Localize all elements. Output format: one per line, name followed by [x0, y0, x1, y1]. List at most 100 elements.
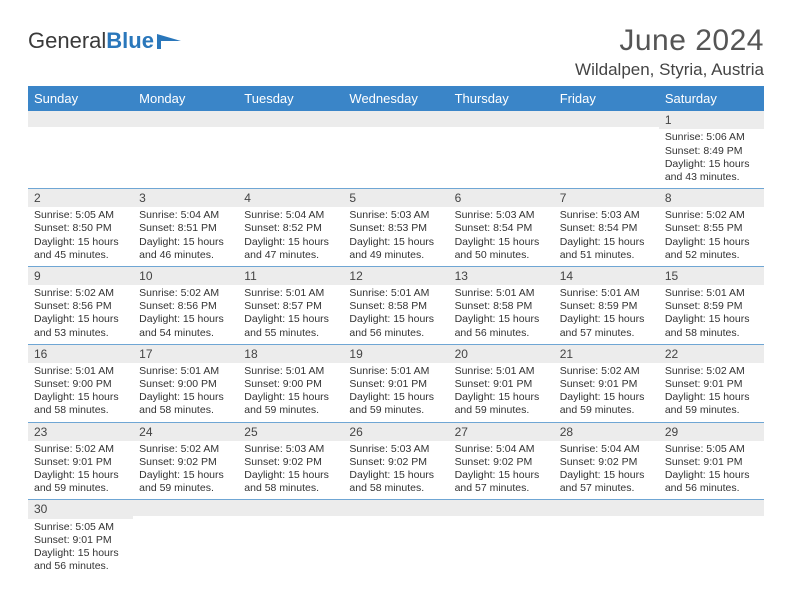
day-body: Sunrise: 5:02 AMSunset: 8:56 PMDaylight:…	[133, 285, 238, 344]
sunrise-text: Sunrise: 5:01 AM	[244, 365, 337, 378]
sunset-text: Sunset: 8:51 PM	[139, 222, 232, 235]
calendar-cell	[133, 111, 238, 188]
sunrise-text: Sunrise: 5:01 AM	[139, 365, 232, 378]
dayname-fri: Friday	[554, 86, 659, 111]
calendar-row: 16Sunrise: 5:01 AMSunset: 9:00 PMDayligh…	[28, 344, 764, 422]
daylight-text: Daylight: 15 hours and 54 minutes.	[139, 313, 232, 339]
day-body: Sunrise: 5:01 AMSunset: 9:00 PMDaylight:…	[133, 363, 238, 422]
daylight-text: Daylight: 15 hours and 57 minutes.	[560, 313, 653, 339]
sunrise-text: Sunrise: 5:01 AM	[455, 287, 548, 300]
calendar-row: 23Sunrise: 5:02 AMSunset: 9:01 PMDayligh…	[28, 422, 764, 500]
sunrise-text: Sunrise: 5:04 AM	[560, 443, 653, 456]
calendar-cell	[28, 111, 133, 188]
sunset-text: Sunset: 8:50 PM	[34, 222, 127, 235]
brand-part1: General	[28, 28, 106, 54]
calendar-cell: 29Sunrise: 5:05 AMSunset: 9:01 PMDayligh…	[659, 422, 764, 500]
day-body: Sunrise: 5:01 AMSunset: 8:59 PMDaylight:…	[659, 285, 764, 344]
sunset-text: Sunset: 9:01 PM	[560, 378, 653, 391]
daylight-text: Daylight: 15 hours and 43 minutes.	[665, 158, 758, 184]
daylight-text: Daylight: 15 hours and 52 minutes.	[665, 236, 758, 262]
sunrise-text: Sunrise: 5:02 AM	[665, 365, 758, 378]
sunset-text: Sunset: 9:00 PM	[244, 378, 337, 391]
sunrise-text: Sunrise: 5:04 AM	[244, 209, 337, 222]
calendar-cell: 5Sunrise: 5:03 AMSunset: 8:53 PMDaylight…	[343, 188, 448, 266]
calendar-cell: 28Sunrise: 5:04 AMSunset: 9:02 PMDayligh…	[554, 422, 659, 500]
sunrise-text: Sunrise: 5:02 AM	[34, 287, 127, 300]
day-number: 3	[133, 189, 238, 207]
day-number: 25	[238, 423, 343, 441]
sunrise-text: Sunrise: 5:02 AM	[34, 443, 127, 456]
sunset-text: Sunset: 9:01 PM	[34, 456, 127, 469]
dayname-wed: Wednesday	[343, 86, 448, 111]
daylight-text: Daylight: 15 hours and 58 minutes.	[349, 469, 442, 495]
sunrise-text: Sunrise: 5:06 AM	[665, 131, 758, 144]
day-body: Sunrise: 5:01 AMSunset: 8:57 PMDaylight:…	[238, 285, 343, 344]
day-body: Sunrise: 5:01 AMSunset: 9:00 PMDaylight:…	[238, 363, 343, 422]
day-body: Sunrise: 5:03 AMSunset: 8:54 PMDaylight:…	[449, 207, 554, 266]
daylight-text: Daylight: 15 hours and 56 minutes.	[455, 313, 548, 339]
day-number	[343, 111, 448, 127]
calendar-table: Sunday Monday Tuesday Wednesday Thursday…	[28, 86, 764, 577]
daylight-text: Daylight: 15 hours and 56 minutes.	[665, 469, 758, 495]
day-number: 20	[449, 345, 554, 363]
calendar-cell: 20Sunrise: 5:01 AMSunset: 9:01 PMDayligh…	[449, 344, 554, 422]
day-number	[133, 111, 238, 127]
calendar-cell: 14Sunrise: 5:01 AMSunset: 8:59 PMDayligh…	[554, 266, 659, 344]
sunrise-text: Sunrise: 5:02 AM	[665, 209, 758, 222]
day-body: Sunrise: 5:02 AMSunset: 9:01 PMDaylight:…	[659, 363, 764, 422]
daylight-text: Daylight: 15 hours and 45 minutes.	[34, 236, 127, 262]
day-number: 9	[28, 267, 133, 285]
sunset-text: Sunset: 9:01 PM	[455, 378, 548, 391]
calendar-cell	[343, 111, 448, 188]
day-body: Sunrise: 5:03 AMSunset: 9:02 PMDaylight:…	[238, 441, 343, 500]
day-number	[554, 111, 659, 127]
daylight-text: Daylight: 15 hours and 58 minutes.	[34, 391, 127, 417]
day-number: 19	[343, 345, 448, 363]
calendar-cell	[238, 111, 343, 188]
sunrise-text: Sunrise: 5:01 AM	[560, 287, 653, 300]
day-body: Sunrise: 5:03 AMSunset: 8:54 PMDaylight:…	[554, 207, 659, 266]
sunset-text: Sunset: 9:00 PM	[34, 378, 127, 391]
daylight-text: Daylight: 15 hours and 58 minutes.	[139, 391, 232, 417]
day-body: Sunrise: 5:04 AMSunset: 8:51 PMDaylight:…	[133, 207, 238, 266]
location-title: Wildalpen, Styria, Austria	[575, 60, 764, 80]
dayname-mon: Monday	[133, 86, 238, 111]
dayname-thu: Thursday	[449, 86, 554, 111]
calendar-cell: 11Sunrise: 5:01 AMSunset: 8:57 PMDayligh…	[238, 266, 343, 344]
sunset-text: Sunset: 8:59 PM	[665, 300, 758, 313]
sunset-text: Sunset: 8:55 PM	[665, 222, 758, 235]
calendar-cell: 15Sunrise: 5:01 AMSunset: 8:59 PMDayligh…	[659, 266, 764, 344]
day-number: 14	[554, 267, 659, 285]
calendar-row: 2Sunrise: 5:05 AMSunset: 8:50 PMDaylight…	[28, 188, 764, 266]
day-number: 11	[238, 267, 343, 285]
sunset-text: Sunset: 8:58 PM	[455, 300, 548, 313]
calendar-cell: 9Sunrise: 5:02 AMSunset: 8:56 PMDaylight…	[28, 266, 133, 344]
daylight-text: Daylight: 15 hours and 57 minutes.	[560, 469, 653, 495]
month-title: June 2024	[575, 24, 764, 58]
day-body: Sunrise: 5:02 AMSunset: 9:01 PMDaylight:…	[28, 441, 133, 500]
day-number: 30	[28, 500, 133, 518]
brand-part2: Blue	[106, 28, 154, 54]
calendar-cell	[554, 500, 659, 577]
day-number: 27	[449, 423, 554, 441]
day-number	[449, 111, 554, 127]
daylight-text: Daylight: 15 hours and 47 minutes.	[244, 236, 337, 262]
calendar-cell: 26Sunrise: 5:03 AMSunset: 9:02 PMDayligh…	[343, 422, 448, 500]
day-number: 13	[449, 267, 554, 285]
day-number: 12	[343, 267, 448, 285]
calendar-cell	[238, 500, 343, 577]
day-body: Sunrise: 5:02 AMSunset: 8:56 PMDaylight:…	[28, 285, 133, 344]
day-number: 21	[554, 345, 659, 363]
sunset-text: Sunset: 9:02 PM	[244, 456, 337, 469]
day-number: 24	[133, 423, 238, 441]
calendar-cell: 10Sunrise: 5:02 AMSunset: 8:56 PMDayligh…	[133, 266, 238, 344]
sunrise-text: Sunrise: 5:03 AM	[349, 209, 442, 222]
day-number: 28	[554, 423, 659, 441]
calendar-cell: 21Sunrise: 5:02 AMSunset: 9:01 PMDayligh…	[554, 344, 659, 422]
calendar-cell: 17Sunrise: 5:01 AMSunset: 9:00 PMDayligh…	[133, 344, 238, 422]
calendar-cell	[343, 500, 448, 577]
day-body: Sunrise: 5:05 AMSunset: 8:50 PMDaylight:…	[28, 207, 133, 266]
sunrise-text: Sunrise: 5:02 AM	[139, 443, 232, 456]
day-number: 2	[28, 189, 133, 207]
calendar-cell: 4Sunrise: 5:04 AMSunset: 8:52 PMDaylight…	[238, 188, 343, 266]
